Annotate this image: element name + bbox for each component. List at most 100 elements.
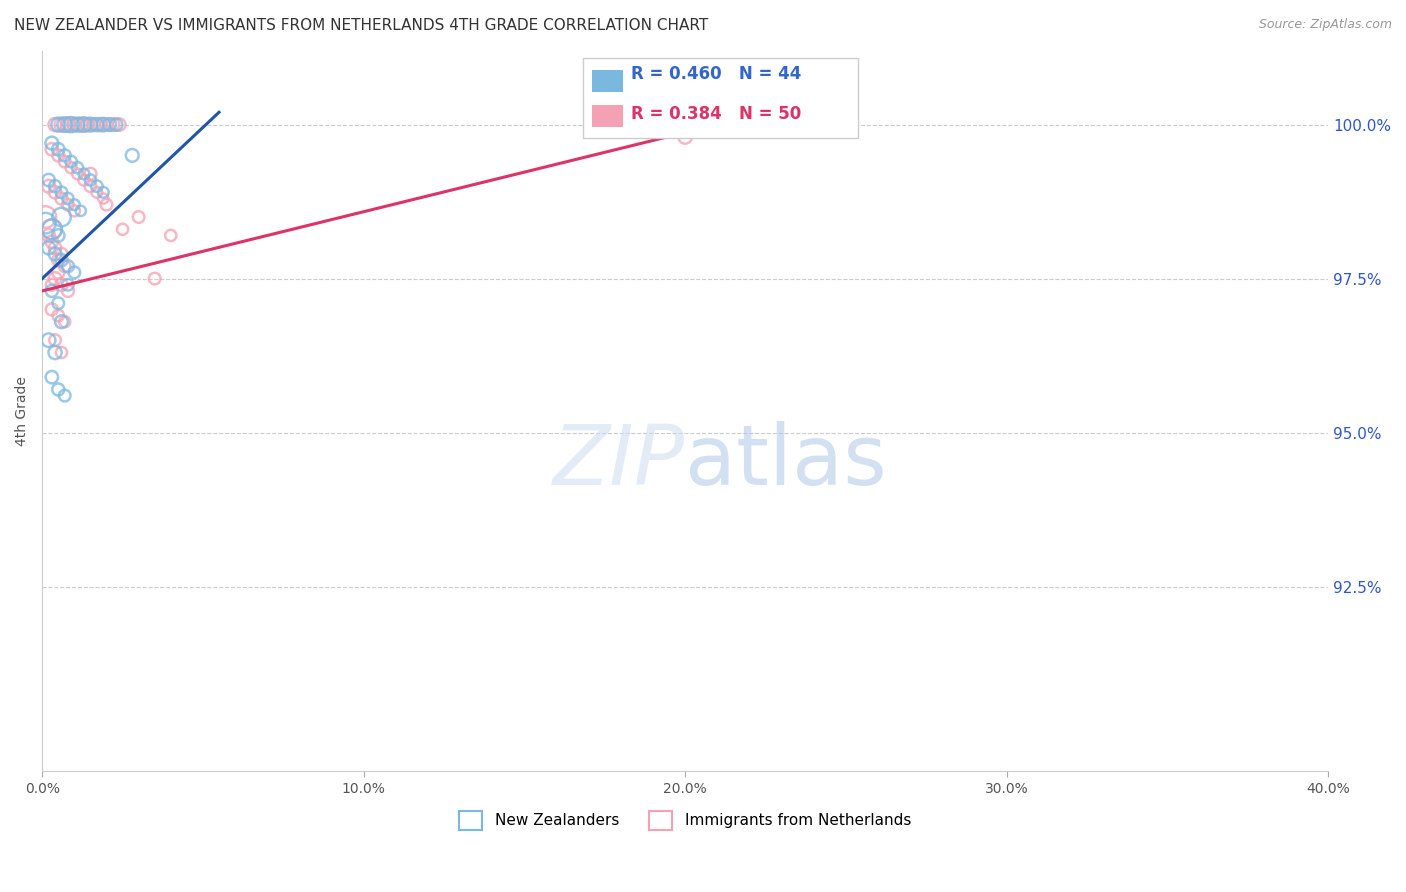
Point — [44, 271, 66, 285]
Y-axis label: 4th Grade: 4th Grade — [15, 376, 30, 446]
Point — [46, 148, 69, 162]
Point — [91, 186, 114, 200]
Point — [91, 118, 114, 132]
Point — [38, 173, 60, 187]
Point — [108, 118, 131, 132]
Point — [44, 186, 66, 200]
Point — [86, 118, 108, 132]
Point — [56, 260, 79, 274]
Point — [46, 309, 69, 323]
Point — [41, 222, 63, 236]
Point — [63, 197, 86, 211]
Point — [51, 210, 73, 224]
Point — [56, 197, 79, 211]
Point — [38, 333, 60, 347]
Point — [105, 118, 128, 132]
Point — [56, 192, 79, 206]
Point — [83, 118, 105, 132]
Point — [41, 222, 63, 236]
Point — [76, 118, 98, 132]
Point — [63, 203, 86, 218]
Point — [44, 118, 66, 132]
Point — [41, 302, 63, 317]
Point — [69, 118, 91, 132]
Point — [53, 154, 76, 169]
Point — [53, 260, 76, 274]
Point — [38, 241, 60, 255]
Point — [51, 315, 73, 329]
Point — [51, 277, 73, 292]
Point — [41, 370, 63, 384]
Point — [44, 345, 66, 359]
Point — [66, 118, 89, 132]
Text: R = 0.460   N = 44: R = 0.460 N = 44 — [631, 65, 801, 83]
Point — [91, 192, 114, 206]
Point — [51, 118, 73, 132]
Point — [63, 265, 86, 279]
Point — [46, 253, 69, 268]
Point — [46, 265, 69, 279]
Text: Source: ZipAtlas.com: Source: ZipAtlas.com — [1258, 18, 1392, 31]
Point — [121, 148, 143, 162]
Point — [96, 197, 118, 211]
Point — [128, 210, 150, 224]
Point — [41, 136, 63, 150]
Point — [66, 167, 89, 181]
Text: R = 0.384   N = 50: R = 0.384 N = 50 — [631, 104, 801, 122]
Point — [53, 118, 76, 132]
Point — [111, 222, 134, 236]
Point — [51, 253, 73, 268]
Point — [86, 186, 108, 200]
Point — [79, 173, 101, 187]
Point — [41, 284, 63, 298]
Point — [60, 118, 83, 132]
Point — [96, 118, 118, 132]
Text: atlas: atlas — [685, 421, 887, 502]
Point — [44, 241, 66, 255]
Point — [51, 192, 73, 206]
Point — [60, 154, 83, 169]
Point — [56, 118, 79, 132]
Point — [41, 142, 63, 156]
Point — [98, 118, 121, 132]
Point — [38, 228, 60, 243]
Point — [44, 333, 66, 347]
Point — [56, 277, 79, 292]
Point — [46, 383, 69, 397]
Point — [143, 271, 166, 285]
Point — [41, 277, 63, 292]
Point — [51, 345, 73, 359]
Point — [44, 179, 66, 194]
Text: NEW ZEALANDER VS IMMIGRANTS FROM NETHERLANDS 4TH GRADE CORRELATION CHART: NEW ZEALANDER VS IMMIGRANTS FROM NETHERL… — [14, 18, 709, 33]
Point — [86, 179, 108, 194]
Point — [73, 118, 96, 132]
Point — [46, 118, 69, 132]
Point — [46, 228, 69, 243]
Point — [53, 315, 76, 329]
Point — [673, 129, 696, 144]
Point — [41, 235, 63, 249]
Point — [73, 173, 96, 187]
Point — [46, 296, 69, 310]
Point — [34, 216, 56, 230]
Legend: New Zealanders, Immigrants from Netherlands: New Zealanders, Immigrants from Netherla… — [453, 805, 917, 836]
Point — [66, 161, 89, 175]
Point — [38, 179, 60, 194]
Point — [46, 142, 69, 156]
Point — [51, 186, 73, 200]
Point — [53, 389, 76, 403]
Point — [44, 247, 66, 261]
Point — [56, 284, 79, 298]
Point — [159, 228, 181, 243]
Point — [89, 118, 111, 132]
Text: ZIP: ZIP — [553, 421, 685, 502]
Point — [53, 148, 76, 162]
Point — [79, 179, 101, 194]
Point — [69, 203, 91, 218]
Point — [79, 167, 101, 181]
Point — [73, 167, 96, 181]
Point — [101, 118, 124, 132]
Point — [60, 161, 83, 175]
Point — [63, 118, 86, 132]
Point — [79, 118, 101, 132]
